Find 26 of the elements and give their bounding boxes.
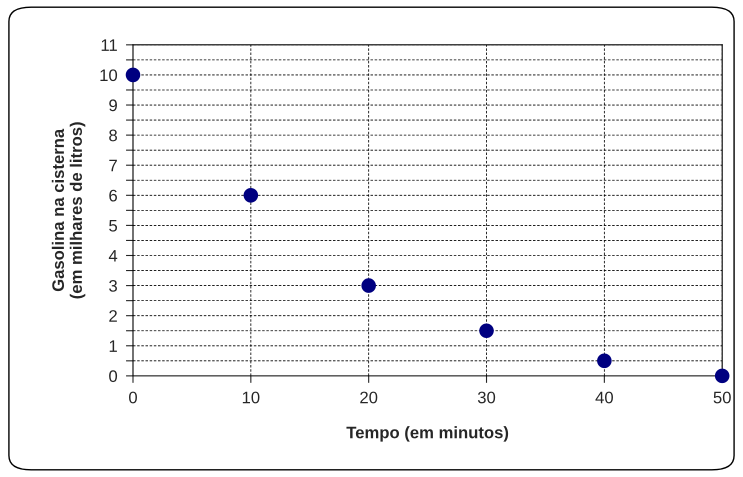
y-tick-label: 2 xyxy=(109,310,117,322)
x-tick-label: 20 xyxy=(360,392,378,404)
y-tick-label: 5 xyxy=(109,220,118,232)
y-tick-label: 0 xyxy=(109,370,118,382)
point xyxy=(597,354,612,368)
y-tick-label: 11 xyxy=(102,39,117,51)
point xyxy=(361,278,376,293)
x-tick-label: 50 xyxy=(714,392,731,404)
x-tick-label: 30 xyxy=(478,392,496,404)
y-axis-title: Gasolina na cisterna (em milhares de litros) xyxy=(52,122,86,298)
x-axis-title: Tempo (em minutos) xyxy=(346,426,508,442)
point xyxy=(244,188,258,203)
x-tick-label: 10 xyxy=(242,392,260,404)
x-tick-label: 0 xyxy=(129,392,137,404)
y-tick-label: 10 xyxy=(100,69,118,82)
y-tick-label: 1 xyxy=(110,340,117,352)
x-tick-label: 40 xyxy=(595,392,613,404)
point xyxy=(479,323,494,338)
y-tick-label: 6 xyxy=(109,190,117,202)
point xyxy=(714,368,730,384)
y-tick-label: 4 xyxy=(108,250,118,262)
y-tick-label: 8 xyxy=(109,130,117,142)
y-tick-label: 3 xyxy=(109,280,117,292)
y-tick-label: 9 xyxy=(109,99,117,112)
point xyxy=(126,68,140,82)
y-tick-label: 7 xyxy=(109,160,117,172)
